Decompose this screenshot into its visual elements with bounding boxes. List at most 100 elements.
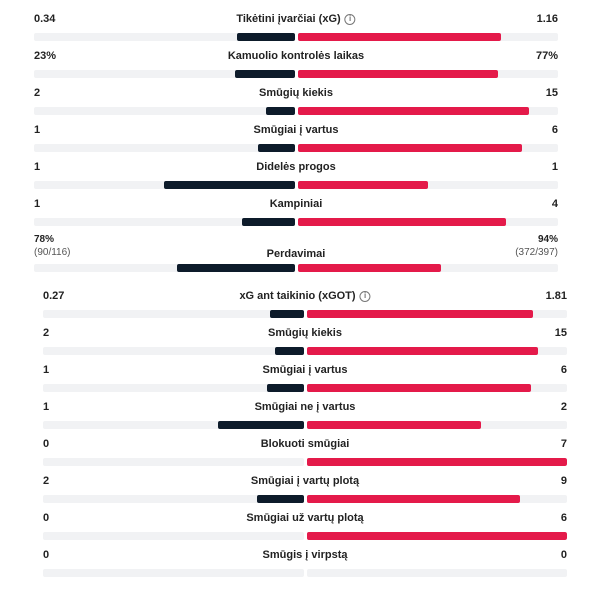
stat-label: Smūgiai ne į vartus — [255, 401, 356, 413]
away-bar-fill — [306, 532, 567, 540]
away-bar-fill — [297, 181, 428, 189]
home-bar-track — [43, 421, 304, 429]
home-bar-fill — [177, 264, 295, 272]
stat-label: xG ant taikinio (xGOT) i — [239, 290, 371, 302]
stat-row-s2-0: 0.27 xG ant taikinio (xGOT) i 1.81 — [43, 288, 567, 318]
home-bar-track — [43, 384, 304, 392]
away-bar-fill — [306, 310, 534, 318]
stat-header: 1 Smūgiai ne į vartus 2 — [43, 399, 567, 415]
stat-row-s1-5: 1 Kampiniai 4 — [34, 196, 558, 226]
home-value: 0 — [43, 549, 50, 561]
away-bar-fill — [297, 33, 501, 41]
stat-label-text: Smūgiai į vartus — [253, 124, 339, 136]
stat-header: 0 Smūgiai už vartų plotą 6 — [43, 510, 567, 526]
stat-label-text: Smūgis į virpstą — [262, 549, 348, 561]
home-value: 78% — [34, 234, 55, 245]
stat-label: Smūgių kiekis — [259, 87, 333, 99]
away-value: 6 — [560, 364, 567, 376]
stat-row-s2-5: 2 Smūgiai į vartų plotą 9 — [43, 473, 567, 503]
stat-label: Didelės progos — [256, 161, 335, 173]
away-bar-track — [306, 347, 567, 355]
home-bar-track — [34, 107, 295, 115]
stat-label-text: Tikėtini įvarčiai (xG) — [236, 13, 341, 25]
away-value: 1 — [551, 161, 558, 173]
stat-row-s2-3: 1 Smūgiai ne į vartus 2 — [43, 399, 567, 429]
away-value: 6 — [551, 124, 558, 136]
stat-bars — [43, 532, 567, 540]
home-bar-track — [43, 495, 304, 503]
away-subvalue: (372/397) — [515, 247, 558, 258]
stat-row-s1-0: 0.34 Tikėtini įvarčiai (xG) i 1.16 — [34, 11, 558, 41]
stat-bars — [43, 384, 567, 392]
away-bar-fill — [306, 347, 539, 355]
home-bar-fill — [217, 421, 304, 429]
stat-header: 2 Smūgiai į vartų plotą 9 — [43, 473, 567, 489]
stat-label-text: Smūgių kiekis — [268, 327, 342, 339]
away-bar-track — [306, 569, 567, 577]
home-value: 1 — [34, 198, 41, 210]
home-bar-fill — [267, 384, 304, 392]
stat-row-s1-1: 23% Kamuolio kontrolės laikas 77% — [34, 48, 558, 78]
stat-bars — [43, 458, 567, 466]
away-value: 94% — [537, 234, 558, 245]
stat-header: 0 Smūgis į virpstą 0 — [43, 547, 567, 563]
stat-bars — [34, 70, 558, 78]
stat-header: 1 Kampiniai 4 — [34, 196, 558, 212]
stat-row-s2-7: 0 Smūgis į virpstą 0 — [43, 547, 567, 577]
home-bar-fill — [265, 107, 295, 115]
away-bar-track — [306, 421, 567, 429]
stat-row-s1-3: 1 Smūgiai į vartus 6 — [34, 122, 558, 152]
stat-header: 1 Smūgiai į vartus 6 — [43, 362, 567, 378]
stat-row-s1-2: 2 Smūgių kiekis 15 — [34, 85, 558, 115]
home-bar-track — [43, 347, 304, 355]
stat-header: 0 Blokuoti smūgiai 7 — [43, 436, 567, 452]
away-value: 6 — [560, 512, 567, 524]
away-bar-track — [306, 532, 567, 540]
stat-label-text: Smūgiai ne į vartus — [254, 401, 356, 413]
home-bar-fill — [256, 495, 304, 503]
away-bar-track — [306, 495, 567, 503]
stat-header: 0.34 Tikėtini įvarčiai (xG) i 1.16 — [34, 11, 558, 27]
home-bar-fill — [269, 310, 304, 318]
away-value: 1.16 — [536, 13, 558, 25]
home-value: 2 — [43, 475, 50, 487]
stat-label-text: Smūgių kiekis — [259, 87, 333, 99]
stat-row-s2-4: 0 Blokuoti smūgiai 7 — [43, 436, 567, 466]
home-bar-track — [34, 33, 295, 41]
home-bar-track — [34, 144, 295, 152]
home-value: 1 — [43, 401, 50, 413]
stat-header: 2 Smūgių kiekis 15 — [43, 325, 567, 341]
home-value: 2 — [34, 87, 41, 99]
stat-label-text: Blokuoti smūgiai — [260, 438, 350, 450]
home-subvalue: (90/116) — [34, 247, 71, 258]
stat-label-text: Didelės progos — [256, 161, 336, 173]
away-bar-track — [297, 107, 558, 115]
stat-label: Perdavimai — [266, 248, 326, 260]
away-value: 0 — [560, 549, 567, 561]
stat-header: 2 Smūgių kiekis 15 — [34, 85, 558, 101]
home-bar-fill — [237, 33, 295, 41]
home-value: 1 — [34, 161, 41, 173]
home-bar-track — [34, 70, 295, 78]
stat-label: Smūgiai į vartų plotą — [251, 475, 359, 487]
home-bar-fill — [258, 144, 295, 152]
stat-label-text: Kamuolio kontrolės laikas — [227, 50, 365, 62]
away-value: 9 — [560, 475, 567, 487]
stat-bars — [34, 144, 558, 152]
away-bar-fill — [297, 264, 441, 272]
home-bar-track — [43, 458, 304, 466]
away-bar-track — [297, 144, 558, 152]
stat-bars — [43, 421, 567, 429]
away-bar-fill — [297, 107, 530, 115]
away-bar-fill — [297, 144, 522, 152]
away-bar-fill — [306, 495, 521, 503]
info-icon[interactable]: i — [344, 13, 356, 25]
stat-bars — [43, 347, 567, 355]
away-bar-track — [297, 181, 558, 189]
stat-row-passes: 78% (90/116) Perdavimai 94% (372/397) — [34, 234, 558, 272]
away-value: 2 — [560, 401, 567, 413]
stat-label: Smūgiai už vartų plotą — [246, 512, 363, 524]
stat-bars — [43, 569, 567, 577]
info-icon[interactable]: i — [359, 290, 371, 302]
stat-label-text: Smūgiai už vartų plotą — [246, 512, 364, 524]
